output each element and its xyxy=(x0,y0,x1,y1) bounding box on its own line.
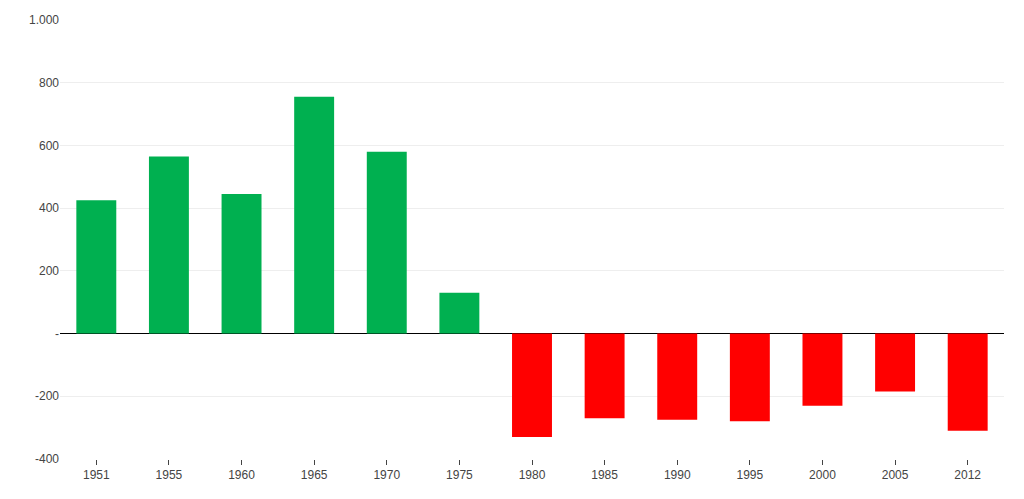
svg-text:2005: 2005 xyxy=(882,468,909,482)
svg-text:-: - xyxy=(55,327,59,341)
svg-text:600: 600 xyxy=(39,139,59,153)
svg-text:1960: 1960 xyxy=(228,468,255,482)
svg-text:-200: -200 xyxy=(35,389,59,403)
svg-text:1980: 1980 xyxy=(519,468,546,482)
svg-text:800: 800 xyxy=(39,76,59,90)
svg-text:1970: 1970 xyxy=(373,468,400,482)
svg-text:1.000: 1.000 xyxy=(29,13,59,27)
svg-text:-400: -400 xyxy=(35,452,59,466)
svg-text:2012: 2012 xyxy=(954,468,981,482)
svg-text:1990: 1990 xyxy=(664,468,691,482)
svg-text:1955: 1955 xyxy=(156,468,183,482)
svg-text:1985: 1985 xyxy=(591,468,618,482)
svg-text:1965: 1965 xyxy=(301,468,328,482)
svg-text:1951: 1951 xyxy=(83,468,110,482)
svg-text:1995: 1995 xyxy=(736,468,763,482)
svg-text:400: 400 xyxy=(39,201,59,215)
svg-text:200: 200 xyxy=(39,264,59,278)
svg-text:1975: 1975 xyxy=(446,468,473,482)
svg-text:2000: 2000 xyxy=(809,468,836,482)
